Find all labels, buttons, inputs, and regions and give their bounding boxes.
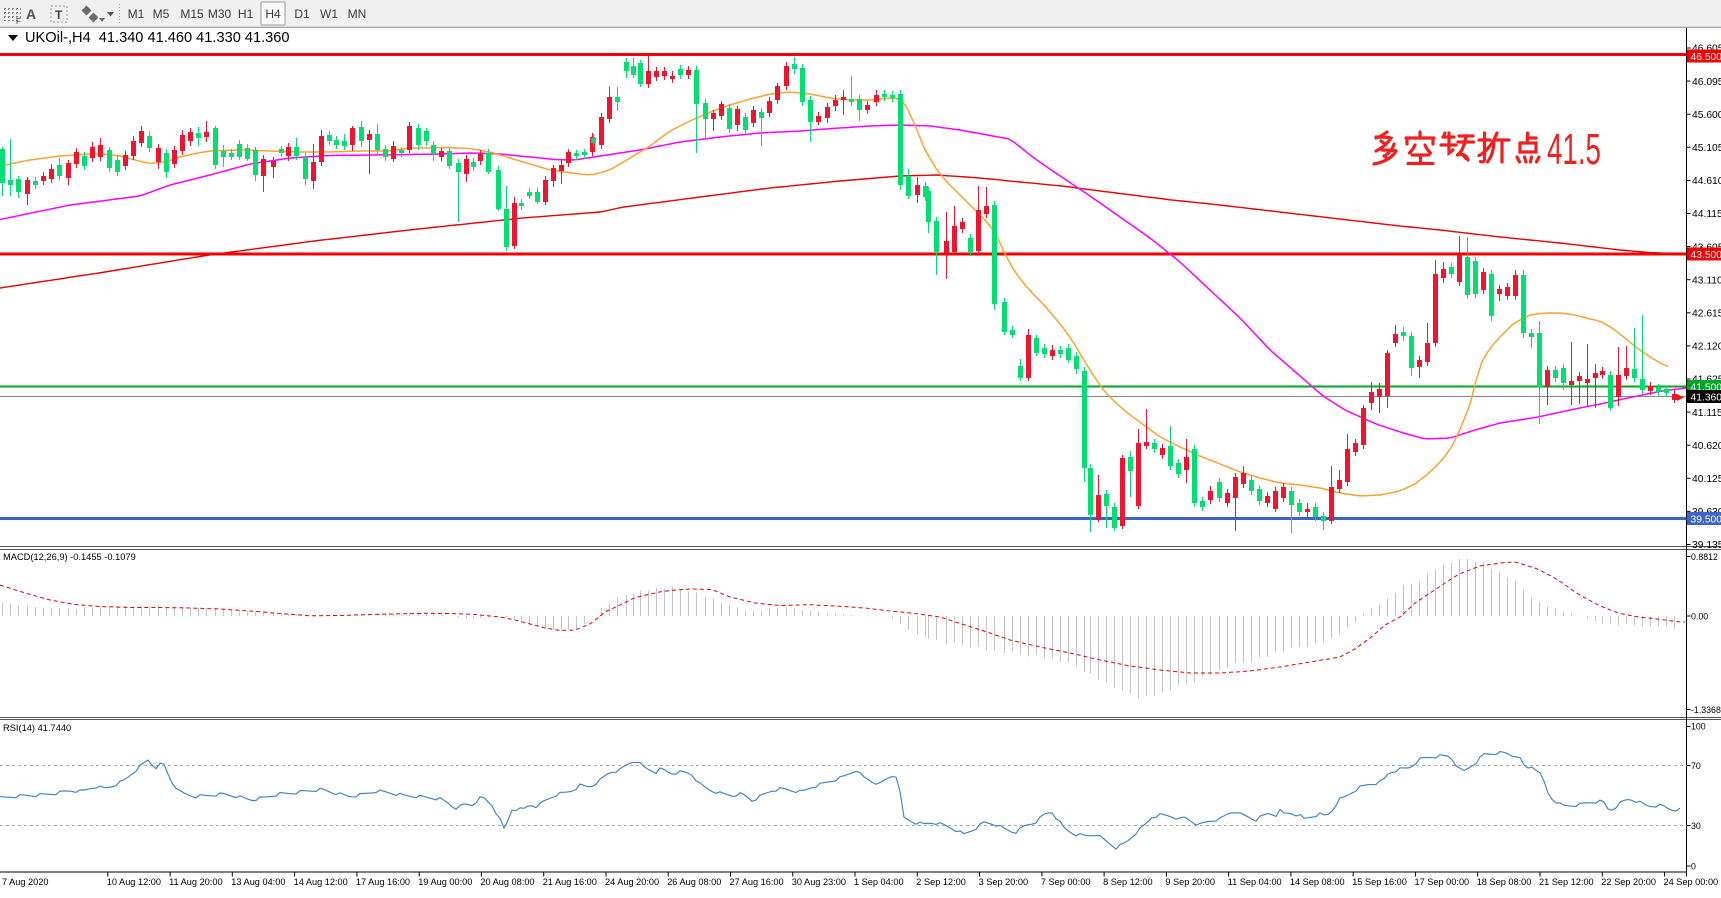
svg-text:0.00: 0.00 bbox=[1691, 611, 1708, 621]
svg-text:14 Aug 12:00: 14 Aug 12:00 bbox=[294, 877, 348, 887]
svg-text:MN: MN bbox=[348, 7, 367, 21]
svg-text:3 Sep 20:00: 3 Sep 20:00 bbox=[979, 877, 1029, 887]
svg-text:39.135: 39.135 bbox=[1692, 540, 1721, 551]
svg-text:46.500: 46.500 bbox=[1691, 52, 1721, 63]
svg-text:18 Sep 08:00: 18 Sep 08:00 bbox=[1477, 877, 1532, 887]
svg-text:42.615: 42.615 bbox=[1692, 309, 1721, 320]
svg-text:8 Sep 12:00: 8 Sep 12:00 bbox=[1103, 877, 1153, 887]
svg-text:39.500: 39.500 bbox=[1691, 514, 1721, 525]
svg-text:19 Aug 00:00: 19 Aug 00:00 bbox=[418, 877, 472, 887]
svg-text:41.360: 41.360 bbox=[1691, 392, 1721, 403]
svg-text:9 Sep 20:00: 9 Sep 20:00 bbox=[1165, 877, 1215, 887]
svg-text:10 Aug 12:00: 10 Aug 12:00 bbox=[107, 877, 161, 887]
svg-text:43.110: 43.110 bbox=[1692, 275, 1721, 286]
svg-text:RSI(14) 41.7440: RSI(14) 41.7440 bbox=[3, 723, 71, 733]
svg-text:2 Sep 12:00: 2 Sep 12:00 bbox=[916, 877, 966, 887]
svg-text:46.095: 46.095 bbox=[1692, 77, 1721, 88]
svg-text:M30: M30 bbox=[208, 7, 232, 21]
svg-text:24 Aug 20:00: 24 Aug 20:00 bbox=[605, 877, 659, 887]
svg-text:30 Aug 23:00: 30 Aug 23:00 bbox=[792, 877, 846, 887]
svg-text:A: A bbox=[26, 6, 36, 22]
svg-text:T: T bbox=[55, 8, 63, 22]
svg-text:40.620: 40.620 bbox=[1692, 441, 1721, 452]
svg-text:0.8812: 0.8812 bbox=[1691, 552, 1718, 562]
svg-text:41.5: 41.5 bbox=[1547, 125, 1601, 174]
svg-text:MACD(12,26,9) -0.1455 -0.1079: MACD(12,26,9) -0.1455 -0.1079 bbox=[3, 552, 136, 562]
svg-text:15 Sep 16:00: 15 Sep 16:00 bbox=[1352, 877, 1407, 887]
svg-text:F: F bbox=[16, 17, 21, 26]
svg-text:24 Sep 00:00: 24 Sep 00:00 bbox=[1664, 877, 1719, 887]
svg-text:M15: M15 bbox=[180, 7, 204, 21]
svg-text:-1.3368: -1.3368 bbox=[1691, 705, 1721, 715]
svg-text:0: 0 bbox=[1691, 861, 1696, 871]
svg-text:20 Aug 08:00: 20 Aug 08:00 bbox=[480, 877, 534, 887]
svg-text:27 Aug 16:00: 27 Aug 16:00 bbox=[730, 877, 784, 887]
svg-text:40.125: 40.125 bbox=[1692, 474, 1721, 485]
svg-text:11 Sep 04:00: 11 Sep 04:00 bbox=[1228, 877, 1282, 887]
svg-text:7 Aug 2020: 7 Aug 2020 bbox=[2, 877, 49, 887]
svg-text:45.105: 45.105 bbox=[1692, 143, 1721, 154]
svg-text:43.500: 43.500 bbox=[1691, 250, 1721, 261]
svg-text:13 Aug 04:00: 13 Aug 04:00 bbox=[231, 877, 285, 887]
svg-text:17 Aug 16:00: 17 Aug 16:00 bbox=[356, 877, 410, 887]
svg-text:45.600: 45.600 bbox=[1692, 110, 1721, 121]
svg-text:M5: M5 bbox=[153, 7, 170, 21]
svg-text:30: 30 bbox=[1691, 821, 1701, 831]
svg-text:26 Aug 08:00: 26 Aug 08:00 bbox=[667, 877, 721, 887]
svg-text:UKOil-,H4 41.340 41.460 41.33: UKOil-,H4 41.340 41.460 41.330 41.360 bbox=[25, 30, 290, 46]
svg-text:M1: M1 bbox=[128, 7, 145, 21]
svg-text:100: 100 bbox=[1691, 722, 1706, 732]
svg-text:7 Sep 00:00: 7 Sep 00:00 bbox=[1041, 877, 1091, 887]
svg-text:21 Aug 16:00: 21 Aug 16:00 bbox=[543, 877, 597, 887]
svg-text:44.610: 44.610 bbox=[1692, 176, 1721, 187]
svg-text:70: 70 bbox=[1691, 761, 1701, 771]
svg-text:44.115: 44.115 bbox=[1692, 209, 1721, 220]
svg-text:42.120: 42.120 bbox=[1692, 342, 1721, 353]
svg-text:22 Sep 20:00: 22 Sep 20:00 bbox=[1601, 877, 1656, 887]
svg-text:11 Aug 20:00: 11 Aug 20:00 bbox=[169, 877, 222, 887]
svg-text:H4: H4 bbox=[265, 7, 281, 21]
svg-text:17 Sep 00:00: 17 Sep 00:00 bbox=[1415, 877, 1470, 887]
svg-text:14 Sep 08:00: 14 Sep 08:00 bbox=[1290, 877, 1345, 887]
svg-text:41.115: 41.115 bbox=[1692, 408, 1721, 419]
svg-text:W1: W1 bbox=[320, 7, 338, 21]
svg-text:D1: D1 bbox=[294, 7, 310, 21]
svg-text:H1: H1 bbox=[238, 7, 254, 21]
svg-text:1 Sep 04:00: 1 Sep 04:00 bbox=[854, 877, 904, 887]
svg-text:21 Sep 12:00: 21 Sep 12:00 bbox=[1539, 877, 1594, 887]
